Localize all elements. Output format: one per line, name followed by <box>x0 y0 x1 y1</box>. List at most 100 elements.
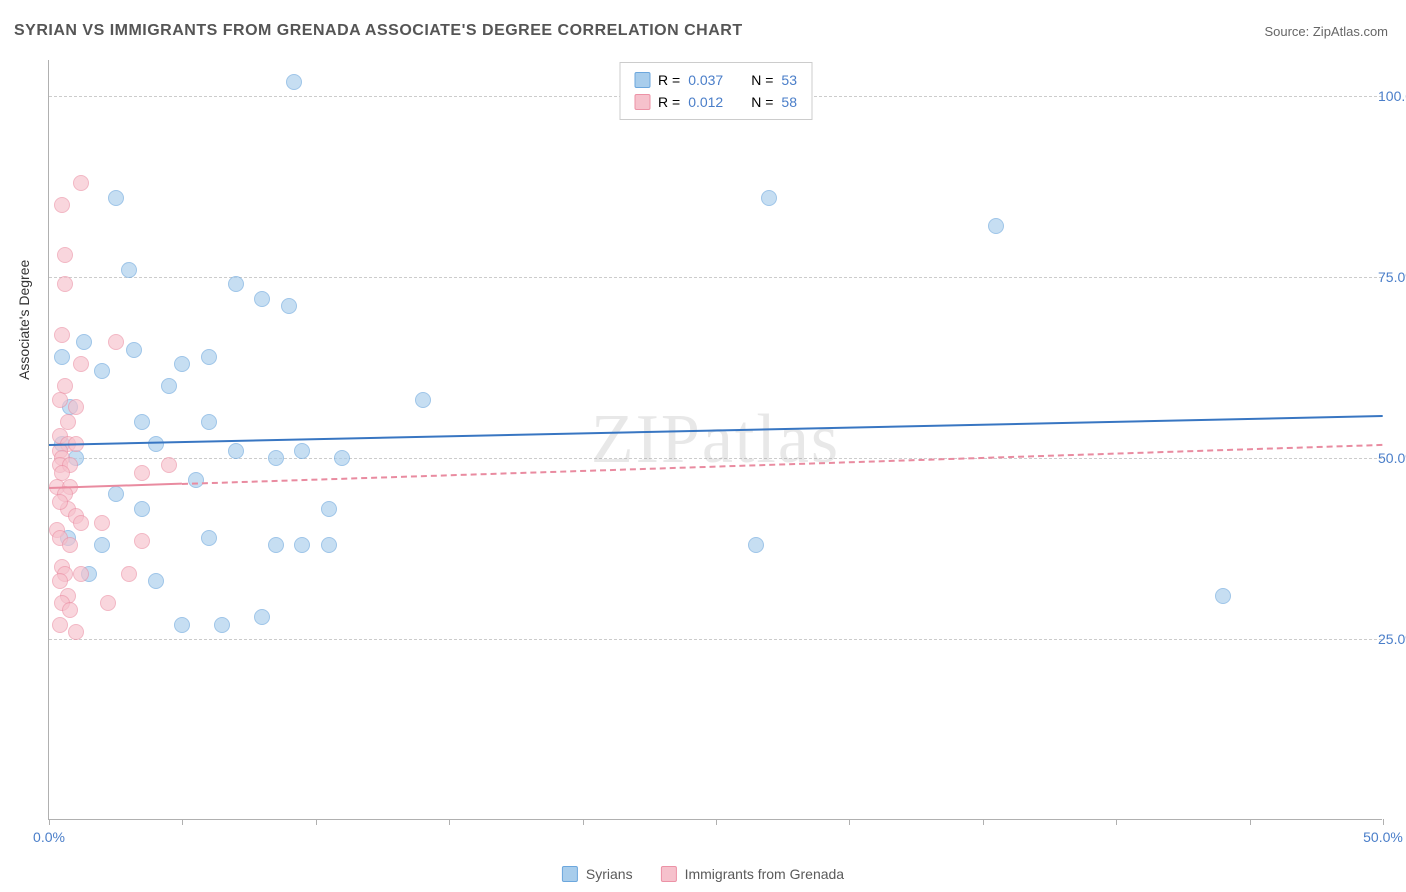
y-tick-label: 50.0% <box>1378 450 1406 466</box>
legend-n-value: 58 <box>781 91 797 113</box>
trend-line <box>182 444 1383 485</box>
scatter-point <box>126 342 142 358</box>
scatter-point <box>214 617 230 633</box>
scatter-point <box>254 291 270 307</box>
y-axis-title: Associate's Degree <box>16 260 32 380</box>
scatter-point <box>281 298 297 314</box>
legend-r-value: 0.012 <box>688 91 723 113</box>
legend-n-label: N = <box>751 91 773 113</box>
scatter-point <box>73 515 89 531</box>
legend-swatch <box>661 866 677 882</box>
legend-bottom-label: Syrians <box>586 866 633 882</box>
scatter-point <box>415 392 431 408</box>
scatter-point <box>321 537 337 553</box>
x-tick-label: 0.0% <box>33 829 65 845</box>
scatter-point <box>121 566 137 582</box>
scatter-point <box>60 414 76 430</box>
legend-bottom: Syrians Immigrants from Grenada <box>562 866 844 882</box>
scatter-point <box>988 218 1004 234</box>
scatter-point <box>321 501 337 517</box>
scatter-point <box>52 494 68 510</box>
x-tick <box>849 819 850 825</box>
legend-r-label: R = <box>658 69 680 91</box>
scatter-point <box>761 190 777 206</box>
scatter-point <box>201 530 217 546</box>
legend-bottom-item: Syrians <box>562 866 633 882</box>
x-tick <box>449 819 450 825</box>
scatter-point <box>134 414 150 430</box>
scatter-point <box>76 334 92 350</box>
scatter-point <box>161 457 177 473</box>
scatter-point <box>68 624 84 640</box>
scatter-point <box>54 197 70 213</box>
chart-title: SYRIAN VS IMMIGRANTS FROM GRENADA ASSOCI… <box>14 22 743 40</box>
legend-row: R = 0.037 N = 53 <box>634 69 797 91</box>
scatter-point <box>268 450 284 466</box>
scatter-point <box>174 356 190 372</box>
gridline <box>49 639 1382 640</box>
plot-area: 25.0%50.0%75.0%100.0%0.0%50.0%ZIPatlasR … <box>48 60 1382 820</box>
scatter-point <box>73 566 89 582</box>
scatter-point <box>1215 588 1231 604</box>
scatter-point <box>57 276 73 292</box>
scatter-point <box>94 363 110 379</box>
scatter-point <box>54 349 70 365</box>
legend-r-label: R = <box>658 91 680 113</box>
x-tick <box>182 819 183 825</box>
legend-swatch <box>562 866 578 882</box>
scatter-point <box>108 486 124 502</box>
x-tick <box>983 819 984 825</box>
scatter-point <box>62 602 78 618</box>
scatter-point <box>57 247 73 263</box>
legend-n-label: N = <box>751 69 773 91</box>
scatter-point <box>100 595 116 611</box>
x-tick-label: 50.0% <box>1363 829 1403 845</box>
scatter-point <box>748 537 764 553</box>
x-tick <box>1383 819 1384 825</box>
gridline <box>49 277 1382 278</box>
x-tick <box>716 819 717 825</box>
legend-bottom-label: Immigrants from Grenada <box>685 866 845 882</box>
source-label: Source: ZipAtlas.com <box>1264 24 1388 39</box>
scatter-point <box>94 515 110 531</box>
scatter-point <box>62 537 78 553</box>
x-tick <box>583 819 584 825</box>
scatter-point <box>254 609 270 625</box>
scatter-point <box>73 356 89 372</box>
scatter-point <box>294 443 310 459</box>
scatter-point <box>73 175 89 191</box>
x-tick <box>1250 819 1251 825</box>
scatter-point <box>161 378 177 394</box>
y-tick-label: 100.0% <box>1378 88 1406 104</box>
scatter-point <box>201 414 217 430</box>
scatter-point <box>108 190 124 206</box>
scatter-point <box>108 334 124 350</box>
scatter-point <box>134 501 150 517</box>
scatter-point <box>228 276 244 292</box>
scatter-point <box>201 349 217 365</box>
scatter-point <box>286 74 302 90</box>
scatter-point <box>188 472 204 488</box>
scatter-point <box>148 573 164 589</box>
scatter-point <box>52 392 68 408</box>
gridline <box>49 458 1382 459</box>
scatter-point <box>134 533 150 549</box>
legend-bottom-item: Immigrants from Grenada <box>661 866 845 882</box>
scatter-point <box>54 465 70 481</box>
scatter-point <box>268 537 284 553</box>
x-tick <box>1116 819 1117 825</box>
y-tick-label: 25.0% <box>1378 631 1406 647</box>
x-tick <box>316 819 317 825</box>
legend-swatch <box>634 72 650 88</box>
scatter-point <box>121 262 137 278</box>
scatter-point <box>294 537 310 553</box>
x-tick <box>49 819 50 825</box>
y-tick-label: 75.0% <box>1378 269 1406 285</box>
legend-row: R = 0.012 N = 58 <box>634 91 797 113</box>
legend-r-value: 0.037 <box>688 69 723 91</box>
legend-top: R = 0.037 N = 53 R = 0.012 N = 58 <box>619 62 812 120</box>
legend-n-value: 53 <box>781 69 797 91</box>
scatter-point <box>228 443 244 459</box>
scatter-point <box>54 327 70 343</box>
scatter-point <box>94 537 110 553</box>
